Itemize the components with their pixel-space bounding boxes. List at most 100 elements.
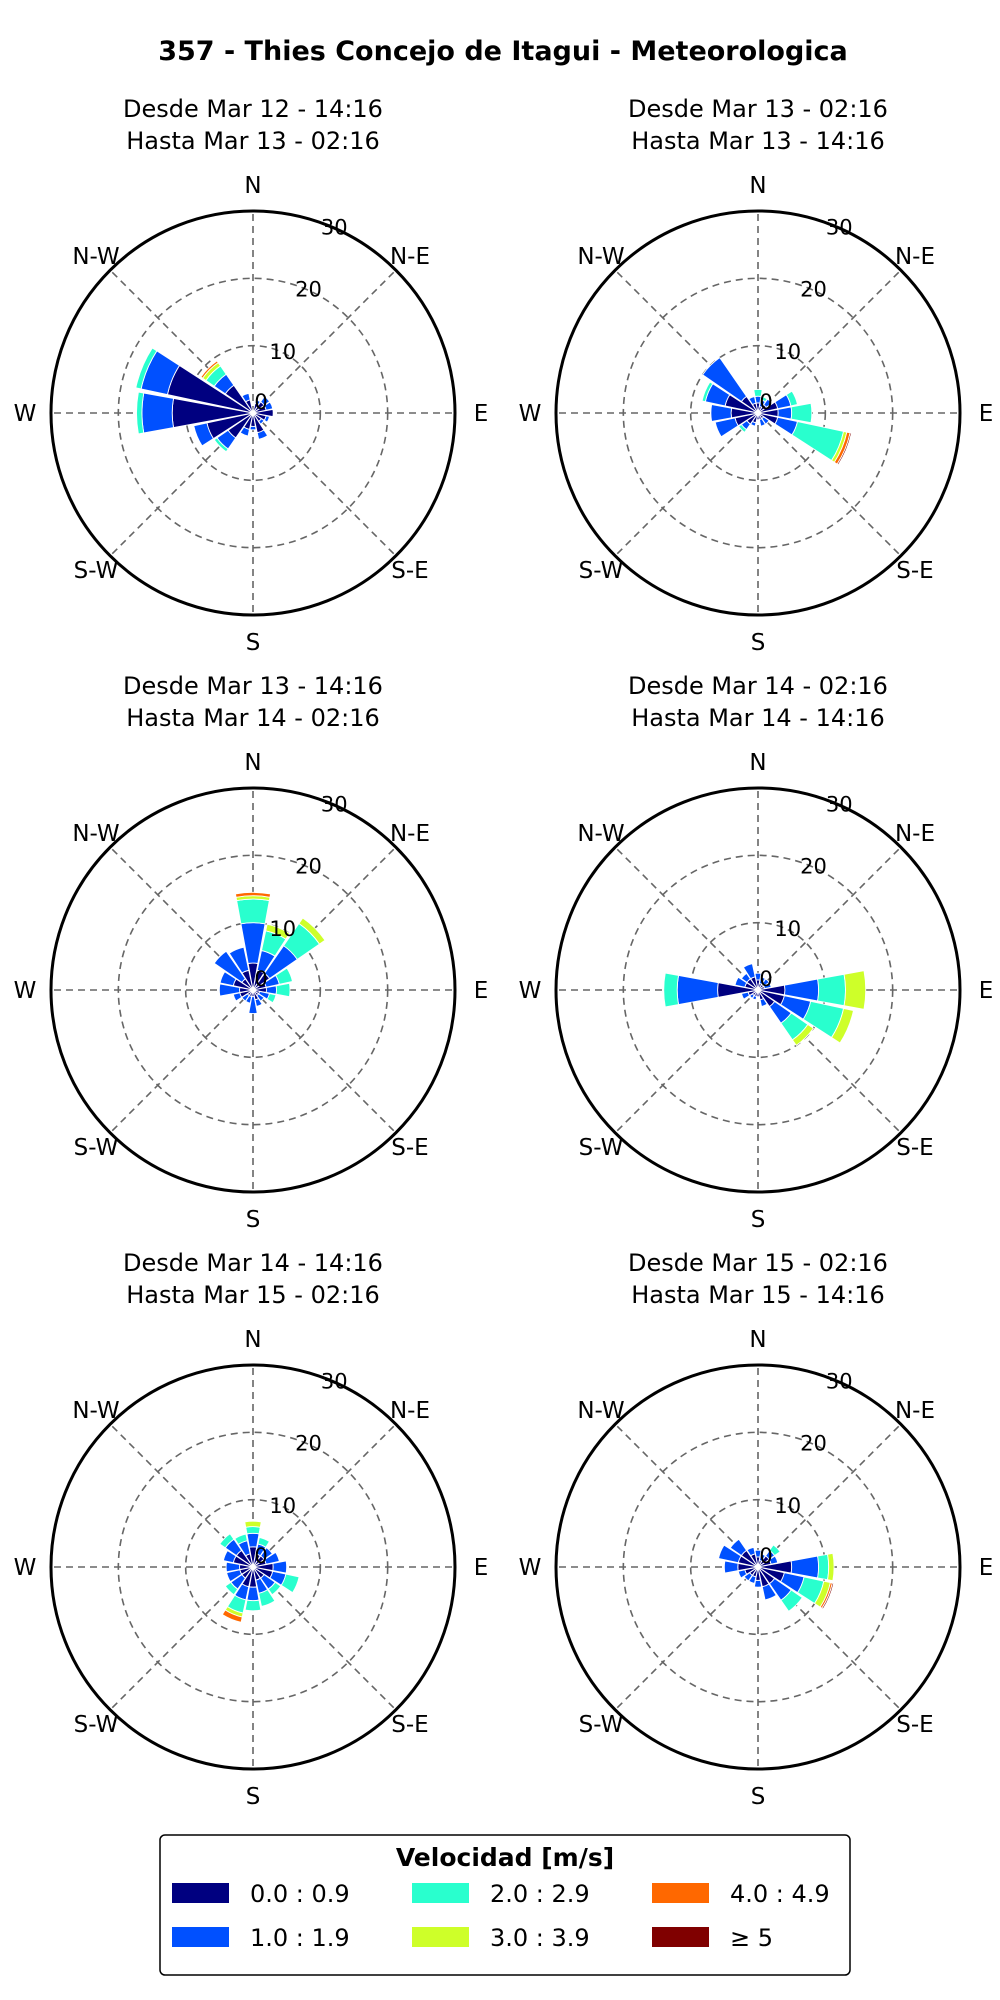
wind-bar (263, 401, 274, 411)
wind-bar (219, 1533, 235, 1549)
windrose-panel: Desde Mar 13 - 02:16 Hasta Mar 13 - 14:16… (519, 95, 994, 656)
wind-bar (213, 437, 229, 453)
radial-tick-label: 10 (774, 917, 801, 941)
wind-bar (263, 415, 270, 423)
grid-spoke (757, 412, 902, 557)
chart-title: 357 - Thies Concejo de Itagui - Meteorol… (158, 36, 848, 67)
direction-label: S-E (391, 1135, 428, 1161)
direction-label: S-W (579, 558, 624, 584)
grid-spoke (614, 412, 759, 557)
direction-label: N-W (72, 244, 119, 270)
grid-spoke (252, 1423, 397, 1568)
grid-spoke (252, 1566, 397, 1711)
direction-label: S (751, 630, 766, 656)
wind-bar (741, 991, 751, 1000)
wind-bar (275, 967, 294, 985)
wind-bar (836, 432, 853, 466)
wind-bar (761, 1583, 777, 1601)
panel-title-to: Hasta Mar 14 - 14:16 (631, 704, 885, 732)
wind-bar (723, 1560, 739, 1574)
direction-label: S (751, 1207, 766, 1233)
wind-bar (748, 396, 757, 406)
direction-label: W (14, 978, 37, 1004)
radial-tick-label: 10 (774, 1494, 801, 1518)
wind-bar (225, 1561, 241, 1573)
grid-spoke (252, 989, 397, 1134)
grid-ring (689, 344, 827, 482)
direction-label: N-E (895, 244, 935, 270)
wind-bar (777, 406, 793, 420)
legend-label: 2.0 : 2.9 (490, 1880, 590, 1908)
direction-label: S-E (896, 1712, 933, 1738)
radial-tick-label: 0 (254, 390, 267, 414)
wind-bar (222, 1549, 237, 1564)
direction-label: E (474, 978, 489, 1004)
legend-swatch (652, 1883, 709, 1903)
wind-bar (714, 417, 739, 438)
wind-bar (219, 971, 237, 987)
wind-bar (244, 1599, 262, 1612)
radial-tick-label: 30 (826, 792, 853, 816)
panel-title-from: Desde Mar 12 - 14:16 (123, 95, 383, 123)
direction-label: S-E (391, 558, 428, 584)
wind-bar (768, 1544, 781, 1557)
wind-bar (790, 402, 813, 424)
direction-label: N (244, 173, 261, 199)
legend-title: Velocidad [m/s] (396, 1843, 614, 1872)
grid-spoke (614, 846, 759, 991)
wind-bar (821, 1582, 835, 1610)
radial-tick-label: 20 (800, 855, 827, 879)
direction-label: S (751, 1784, 766, 1810)
wind-bar (717, 1544, 742, 1564)
wind-bar (241, 392, 251, 403)
wind-bar (256, 429, 269, 440)
panel-title-to: Hasta Mar 13 - 14:16 (631, 127, 885, 155)
direction-label: E (474, 401, 489, 427)
wind-bar (760, 396, 768, 403)
panels-group: Desde Mar 12 - 14:16 Hasta Mar 13 - 02:16… (14, 95, 994, 1810)
panel-title-to: Hasta Mar 15 - 02:16 (126, 1281, 380, 1309)
grid-spoke (614, 269, 759, 414)
wind-bar (141, 392, 175, 434)
windrose-panel: Desde Mar 12 - 14:16 Hasta Mar 13 - 02:16… (14, 95, 489, 656)
wind-bar (272, 1560, 288, 1574)
wind-bar (267, 1581, 282, 1596)
direction-label: N (749, 173, 766, 199)
wind-bar (258, 1589, 276, 1608)
direction-label: N-W (577, 244, 624, 270)
wind-bar (817, 973, 846, 1007)
wind-bar (701, 356, 748, 403)
direction-label: N-E (390, 1398, 430, 1424)
direction-label: S-E (391, 1712, 428, 1738)
radial-tick-label: 0 (254, 967, 267, 991)
legend-swatch (172, 1927, 229, 1947)
grid-ring (184, 1498, 322, 1636)
panel-title-from: Desde Mar 14 - 14:16 (123, 1249, 383, 1277)
direction-label: S (246, 630, 261, 656)
windrose-panel: Desde Mar 15 - 02:16 Hasta Mar 15 - 14:16… (519, 1249, 994, 1810)
direction-label: N (244, 750, 261, 776)
wind-bar (226, 1569, 243, 1583)
wind-bar (737, 423, 748, 434)
outer-ring (554, 209, 962, 617)
radial-tick-label: 20 (295, 1432, 322, 1456)
direction-label: N-W (577, 1398, 624, 1424)
direction-label: E (979, 1555, 994, 1581)
grid-spoke (109, 1566, 254, 1711)
direction-label: S-E (896, 558, 933, 584)
wind-bar (249, 425, 257, 431)
windrose-panel: Desde Mar 14 - 14:16 Hasta Mar 15 - 02:16… (14, 1249, 489, 1810)
outer-ring (49, 209, 457, 617)
legend-swatch (412, 1927, 469, 1947)
grid-spoke (757, 1566, 902, 1711)
radial-tick-label: 0 (759, 1544, 772, 1568)
direction-label: S (246, 1784, 261, 1810)
wind-bar (248, 996, 258, 1015)
wind-bar (136, 391, 145, 435)
wind-bar (785, 390, 799, 407)
radial-tick-label: 10 (269, 917, 296, 941)
radial-tick-label: 0 (759, 967, 772, 991)
wind-bar (234, 1533, 248, 1545)
panel-title-from: Desde Mar 13 - 14:16 (123, 672, 383, 700)
radial-tick-label: 10 (269, 1494, 296, 1518)
